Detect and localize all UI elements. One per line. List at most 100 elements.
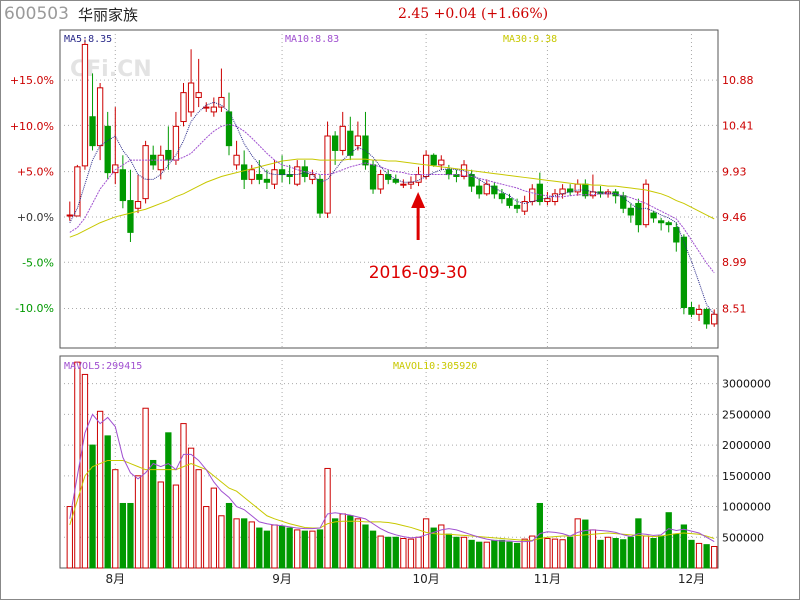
price-right-tick: 8.99 — [722, 256, 747, 269]
candle-body — [642, 183, 650, 226]
volume-bar — [134, 475, 142, 569]
volume-bar — [422, 518, 430, 569]
volume-bar — [225, 502, 233, 569]
price-legend-entry: MA5:8.35 — [64, 34, 112, 45]
volume-bar — [597, 539, 604, 569]
candle-body — [81, 43, 89, 167]
candle-body — [688, 307, 695, 315]
candle-body — [203, 106, 210, 109]
candle-body — [233, 154, 240, 166]
price-right-tick: 10.88 — [722, 74, 754, 87]
price-right-tick: 9.46 — [722, 211, 747, 224]
price-left-tick: +0.0% — [17, 211, 54, 224]
candle-body — [369, 164, 377, 190]
volume-bar — [521, 538, 528, 569]
volume-bar — [96, 410, 104, 569]
candle-body — [574, 183, 581, 193]
candle-body — [521, 201, 528, 212]
volume-bar — [286, 527, 293, 569]
volume-bar — [309, 530, 316, 569]
volume-bar — [650, 538, 657, 569]
candle-body — [134, 201, 142, 209]
volume-bar — [127, 502, 134, 569]
volume-bar — [544, 538, 551, 569]
candle-body — [468, 174, 475, 187]
ma30-line — [69, 158, 715, 238]
candle-body — [703, 308, 710, 325]
volume-tick: 1500000 — [722, 470, 771, 483]
candle-body — [476, 185, 483, 195]
volume-tick: 2500000 — [722, 408, 771, 421]
volume-bar — [150, 459, 157, 569]
candle-body — [529, 188, 536, 203]
price-legend-entry: MA10:8.83 — [285, 34, 339, 45]
candle-body — [256, 174, 263, 180]
candle-body — [89, 116, 96, 147]
candle-body — [544, 198, 551, 203]
volume-bar — [627, 536, 634, 569]
volume-bar — [589, 529, 597, 569]
candle-body — [551, 193, 559, 203]
candle-body — [422, 154, 430, 177]
volume-bar — [688, 539, 695, 569]
candle-body — [263, 178, 271, 183]
candle-body — [104, 125, 111, 174]
candle-body — [430, 154, 437, 166]
volume-bar — [506, 541, 513, 569]
volume-bar — [369, 530, 377, 569]
candle-body — [271, 169, 278, 185]
volume-bar — [301, 530, 308, 569]
volume-bar — [415, 536, 422, 569]
volume-bar — [347, 515, 354, 569]
price-right-tick: 9.93 — [722, 166, 747, 179]
candle-body — [567, 188, 574, 193]
volume-bar — [241, 518, 248, 569]
volume-bar — [187, 447, 195, 569]
x-month-label: 8月 — [105, 572, 125, 586]
candle-body — [331, 135, 339, 151]
volume-bar — [574, 518, 581, 569]
candle-body — [316, 178, 324, 214]
mavol5-line — [69, 413, 715, 543]
candle-body — [157, 154, 164, 171]
candle-body — [460, 164, 468, 177]
candle-body — [241, 164, 248, 180]
volume-bar — [165, 432, 172, 569]
volume-bar — [354, 518, 362, 569]
candle-body — [559, 188, 566, 195]
volume-bar — [119, 502, 127, 569]
candle-body — [407, 181, 415, 185]
volume-bar — [142, 407, 149, 569]
volume-bar — [339, 513, 346, 569]
volume-bar — [294, 529, 301, 569]
volume-bar — [468, 539, 475, 569]
volume-legend-entry: MAVOL10:305920 — [393, 361, 477, 372]
volume-tick: 3000000 — [722, 378, 771, 391]
candle-body — [119, 169, 127, 202]
volume-bar — [104, 435, 111, 569]
volume-bar — [695, 542, 703, 569]
volume-bar — [263, 530, 271, 569]
candle-body — [536, 183, 543, 203]
candle-body — [165, 149, 172, 161]
volume-bar — [582, 519, 589, 569]
candle-body — [210, 106, 217, 113]
volume-tick: 500000 — [722, 531, 764, 544]
volume-bar — [567, 536, 574, 569]
price-right-tick: 10.41 — [722, 119, 754, 132]
candle-body — [127, 200, 134, 233]
candle-body — [66, 214, 73, 217]
volume-bar — [74, 361, 81, 569]
candle-body — [627, 207, 634, 216]
volume-bar — [256, 527, 263, 569]
volume-legend-entry: MAVOL5:299415 — [64, 361, 142, 372]
volume-bar — [491, 539, 498, 569]
volume-tick: 2000000 — [722, 439, 771, 452]
price-panel — [59, 29, 719, 349]
candle-body — [415, 174, 422, 183]
candle-body — [309, 174, 316, 180]
stock-code: 600503 — [4, 4, 69, 24]
candle-body — [483, 183, 490, 195]
